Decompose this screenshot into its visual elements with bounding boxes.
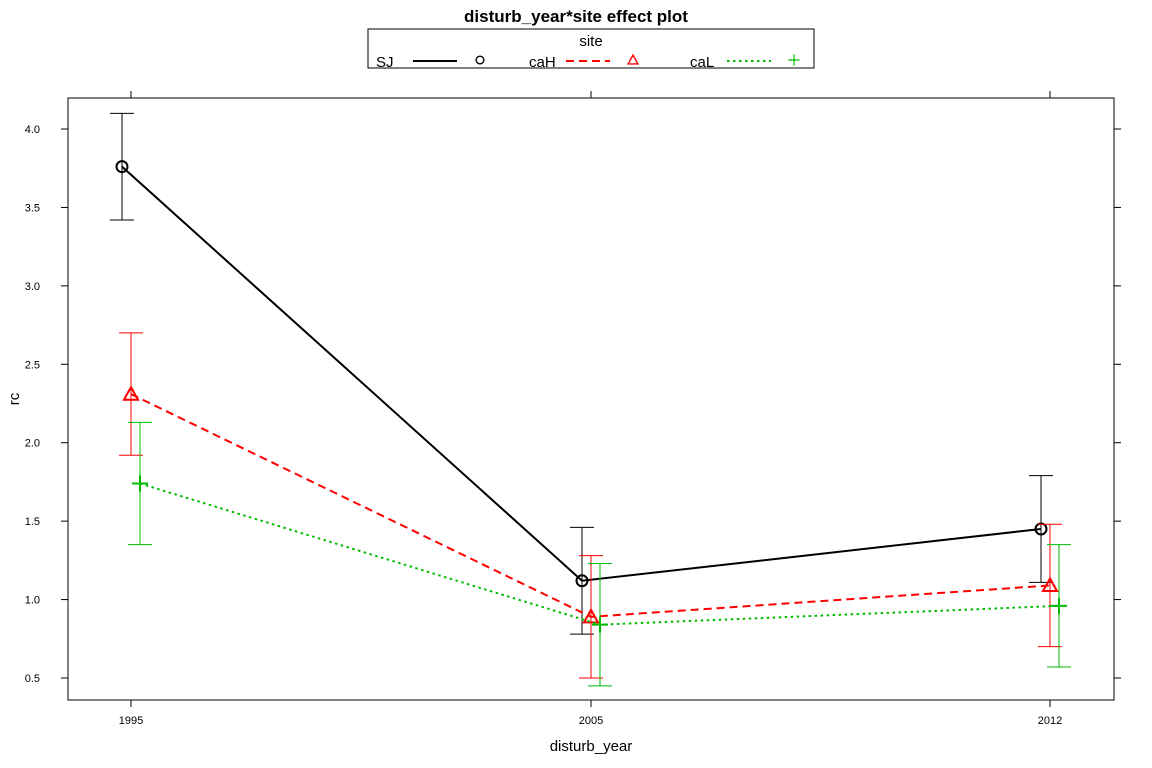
y-tick-label-1.5: 1.5 [25,516,40,528]
legend-title: site [579,33,602,50]
marker-SJ-2005 [575,574,589,588]
series-caH [119,332,1062,679]
marker-caH-2005 [582,607,600,624]
y-tick-label-3.5: 3.5 [25,202,40,214]
series-line-caH [130,393,1051,618]
series-caL [128,421,1071,687]
series-line-SJ [121,165,1042,582]
marker-caL-1995 [132,475,148,492]
legend-marker-caH [626,53,640,65]
legend-marker-caL [788,54,800,66]
marker-SJ-2012 [1034,522,1048,536]
y-tick-label-1.0: 1.0 [25,595,40,607]
legend-marker-SJ [475,55,485,65]
chart-title: disturb_year*site effect plot [464,7,688,26]
x-axis-label: disturb_year [550,738,633,755]
legend-label-SJ: SJ [376,54,394,71]
y-tick-label-2.0: 2.0 [25,438,40,450]
legend-label-caH: caH [529,54,556,71]
y-tick-label-4.0: 4.0 [25,124,40,136]
marker-caL-2005 [592,616,608,633]
marker-caH-2012 [1041,576,1059,593]
legend-label-caL: caL [690,54,714,71]
marker-caH-1995 [122,385,140,401]
series-SJ [110,112,1053,635]
x-tick-label-2005: 2005 [579,715,603,727]
y-tick-label-2.5: 2.5 [25,359,40,371]
y-tick-label-3.0: 3.0 [25,281,40,293]
y-tick-label-0.5: 0.5 [25,673,40,685]
x-tick-label-2012: 2012 [1038,715,1062,727]
marker-SJ-1995 [115,160,129,174]
marker-caL-2012 [1051,597,1067,614]
x-tick-label-1995: 1995 [119,715,143,727]
legend: site SJ caH caL [367,28,815,71]
y-axis-label: rc [6,392,23,405]
